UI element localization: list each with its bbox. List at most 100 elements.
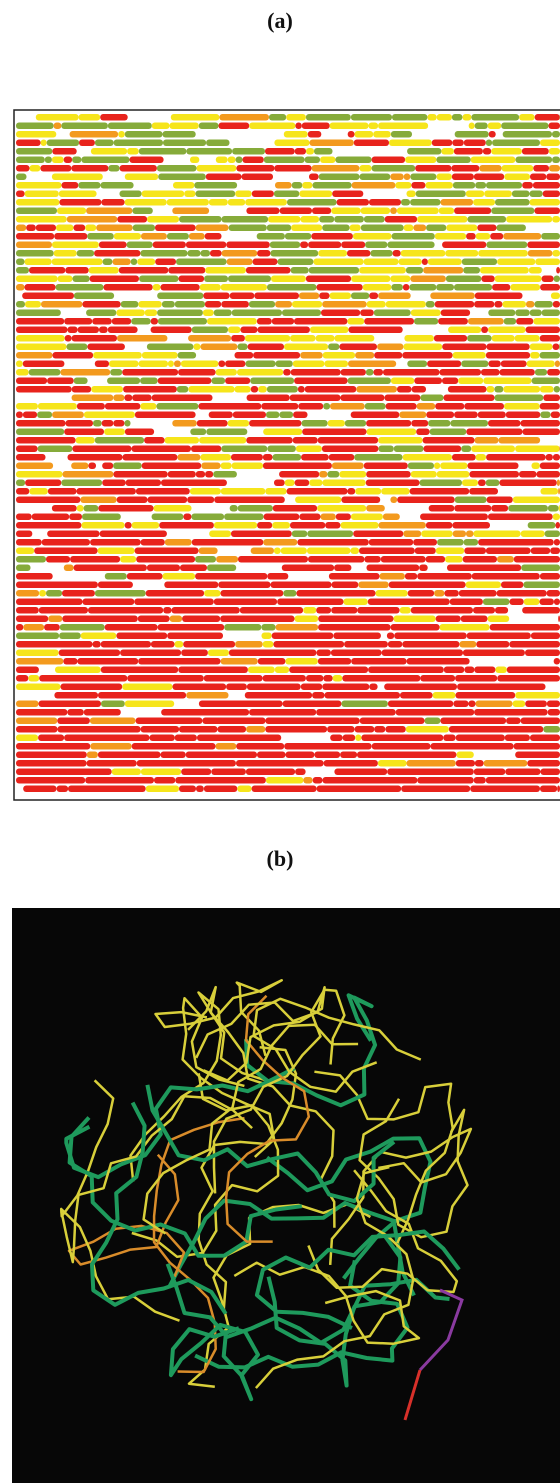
alignment-segment [527, 760, 560, 767]
alignment-segment [474, 760, 484, 767]
alignment-segment [70, 556, 121, 563]
alignment-segment [179, 216, 222, 223]
alignment-segment [101, 700, 125, 707]
alignment-segment [46, 590, 63, 597]
alignment-segment [403, 224, 414, 231]
alignment-segment [16, 700, 39, 707]
alignment-segment [185, 241, 227, 248]
alignment-segment [73, 564, 147, 571]
alignment-segment [529, 199, 560, 206]
alignment-segment [520, 717, 560, 724]
alignment-segment [16, 513, 32, 520]
alignment-segment [213, 309, 232, 316]
alignment-segment [501, 165, 534, 172]
alignment-segment [421, 530, 453, 537]
alignment-segment [320, 156, 336, 163]
alignment-segment [521, 148, 549, 155]
alignment-segment [16, 216, 67, 223]
alignment-segment [477, 411, 506, 418]
alignment-segment [240, 326, 258, 333]
alignment-segment [438, 207, 455, 214]
alignment-segment [299, 292, 320, 299]
alignment-segment [473, 768, 506, 775]
alignment-segment [266, 224, 292, 231]
alignment-segment [329, 122, 369, 129]
alignment-segment [388, 581, 466, 588]
alignment-segment [186, 148, 233, 155]
alignment-segment [117, 216, 148, 223]
alignment-segment [221, 445, 268, 452]
alignment-segment [78, 114, 101, 121]
alignment-segment [57, 207, 87, 214]
alignment-segment [190, 156, 200, 163]
alignment-segment [16, 165, 30, 172]
alignment-segment [351, 658, 407, 665]
alignment-segment [182, 615, 221, 622]
alignment-segment [526, 360, 555, 367]
alignment-segment [180, 564, 207, 571]
alignment-segment [445, 275, 482, 282]
alignment-segment [97, 547, 135, 554]
alignment-segment [29, 267, 66, 274]
alignment-segment [436, 173, 452, 180]
alignment-segment [188, 386, 235, 393]
alignment-segment [440, 717, 507, 724]
alignment-segment [261, 624, 276, 631]
alignment-segment [161, 301, 175, 308]
alignment-segment [448, 326, 482, 333]
alignment-segment [98, 505, 154, 512]
alignment-segment [448, 726, 544, 733]
alignment-segment [539, 403, 560, 410]
alignment-segment [113, 471, 168, 478]
alignment-segment [178, 666, 248, 673]
alignment-segment [290, 522, 326, 529]
alignment-segment [296, 590, 376, 597]
alignment-segment [77, 326, 99, 333]
alignment-segment [140, 726, 180, 733]
alignment-segment [265, 777, 304, 784]
alignment-segment [277, 258, 314, 265]
alignment-segment [220, 590, 284, 597]
alignment-segment [519, 471, 537, 478]
alignment-segment [316, 785, 402, 792]
alignment-segment [468, 700, 476, 707]
alignment-segment [221, 250, 258, 257]
alignment-segment [272, 505, 318, 512]
alignment-segment [261, 403, 299, 410]
alignment-segment [407, 148, 442, 155]
alignment-segment [402, 284, 410, 291]
alignment-segment [16, 488, 30, 495]
backbone-trace [64, 1066, 296, 1180]
alignment-segment [546, 700, 560, 707]
alignment-segment [477, 224, 497, 231]
alignment-segment [319, 471, 328, 478]
alignment-segment [224, 513, 264, 520]
alignment-segment [16, 607, 39, 614]
alignment-segment [529, 309, 542, 316]
alignment-segment [55, 284, 104, 291]
alignment-segment [56, 785, 69, 792]
alignment-segment [531, 462, 540, 469]
alignment-segment [466, 428, 523, 435]
alignment-segment [492, 284, 511, 291]
alignment-segment [244, 335, 291, 342]
alignment-segment [417, 216, 468, 223]
alignment-segment [16, 768, 112, 775]
alignment-segment [306, 148, 314, 155]
alignment-segment [452, 454, 476, 461]
alignment-segment [99, 530, 167, 537]
alignment-segment [87, 233, 114, 240]
alignment-segment [330, 734, 343, 741]
alignment-segment [420, 675, 456, 682]
alignment-segment [341, 241, 366, 248]
alignment-segment [359, 165, 372, 172]
alignment-segment [35, 114, 79, 121]
alignment-segment [385, 301, 426, 308]
alignment-segment [93, 352, 142, 359]
alignment-segment [146, 343, 194, 350]
alignment-segment [461, 258, 498, 265]
alignment-segment [486, 182, 523, 189]
alignment-segment [282, 309, 321, 316]
alignment-segment [16, 471, 63, 478]
